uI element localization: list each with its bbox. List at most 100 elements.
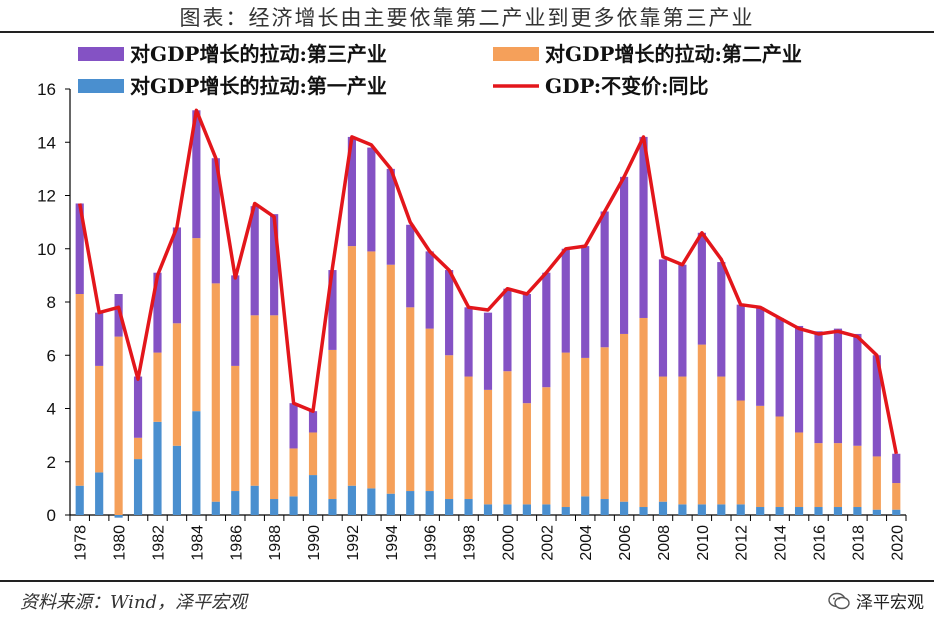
- bar-segment: [581, 496, 590, 515]
- y-tick-label: 2: [47, 453, 56, 472]
- bar-segment: [425, 251, 434, 329]
- gdp-line: [77, 108, 899, 455]
- bar-segment: [192, 110, 201, 239]
- bar-segment: [561, 352, 570, 508]
- bar-segment: [347, 136, 356, 247]
- bar-segment: [133, 376, 143, 438]
- x-tick-label: 1990: [306, 525, 323, 561]
- bar-segment: [231, 365, 240, 492]
- chart-canvas: 对GDP增长的拉动:第三产业 对GDP增长的拉动:第二产业对GDP增长的拉动:第一…: [37, 42, 907, 561]
- x-tick-label: 1994: [384, 525, 401, 561]
- bar-segment: [833, 507, 843, 515]
- x-tick-label: 2008: [656, 525, 673, 561]
- bar-segment: [270, 315, 279, 500]
- bar-segment: [328, 270, 337, 350]
- wechat-icon: [828, 592, 850, 609]
- bar-segment: [406, 307, 415, 492]
- watermark-text: 泽平宏观: [856, 593, 924, 613]
- bar-segment: [717, 376, 726, 505]
- bar-segment: [620, 176, 629, 334]
- y-tick-label: 10: [37, 240, 56, 259]
- bar-segment: [289, 496, 298, 515]
- bar-segment: [814, 443, 823, 508]
- bar-segment: [347, 485, 356, 515]
- bar-segment: [522, 294, 531, 404]
- bar-segment: [114, 294, 123, 337]
- bar-segment: [697, 344, 706, 505]
- bar-segment: [756, 507, 765, 515]
- bar-segment: [270, 499, 279, 515]
- bar-segment: [503, 371, 512, 505]
- bar-segment: [775, 507, 784, 515]
- bar-segment: [153, 272, 162, 353]
- bar-segment: [872, 509, 881, 515]
- bar-segment: [503, 504, 512, 515]
- bar-segment: [289, 448, 298, 497]
- bar-segment: [794, 507, 804, 515]
- bar-segment: [406, 224, 415, 308]
- source-note: 资料来源：Wind，泽平宏观: [20, 592, 248, 613]
- x-tick-label: 2014: [773, 525, 790, 561]
- bar-segment: [367, 251, 376, 489]
- bar-segment: [308, 411, 318, 433]
- bar-segment: [892, 453, 901, 484]
- bar-segment: [736, 504, 745, 515]
- bar-segment: [95, 312, 104, 366]
- bar-segment: [522, 504, 531, 515]
- bar-segment: [522, 403, 531, 505]
- bar-segment: [561, 248, 570, 353]
- y-tick-label: 6: [47, 346, 56, 365]
- bar-segment: [872, 456, 881, 510]
- bar-segment: [95, 365, 104, 473]
- x-tick-label: 2006: [617, 525, 634, 561]
- bar-segment: [114, 515, 123, 518]
- bar-segment: [425, 491, 434, 515]
- bar-segment: [192, 411, 201, 515]
- bar-segment: [678, 376, 687, 505]
- chart-title: 图表：经济增长由主要依靠第二产业到更多依靠第三产业: [179, 6, 755, 30]
- bar-segment: [620, 333, 629, 502]
- bar-segment: [678, 504, 687, 515]
- bar-segment: [231, 275, 240, 366]
- bar-segment: [250, 315, 259, 486]
- bar-segment: [697, 504, 706, 515]
- axes: 0 2 4 6 8 10 12 14 16 1978 1980 1982 1984 1986 1988 199…: [37, 80, 907, 561]
- y-tick-label: 12: [37, 187, 56, 206]
- bar-segment: [192, 238, 201, 412]
- bar-segment: [892, 509, 901, 515]
- legend-label: 对GDP增长的拉动:第三产业: [130, 42, 387, 66]
- bar-segment: [367, 147, 376, 252]
- bar-segment: [892, 483, 901, 510]
- bar-segment: [658, 501, 668, 515]
- x-tick-label: 1986: [228, 525, 245, 561]
- bar-segment: [503, 288, 512, 372]
- bar-segment: [289, 403, 298, 449]
- bar-segment: [756, 307, 765, 406]
- bar-segment: [600, 499, 609, 515]
- bar-segment: [75, 294, 84, 486]
- x-tick-label: 1984: [189, 525, 206, 561]
- bar-segment: [542, 504, 551, 515]
- bar-segment: [250, 206, 259, 316]
- bar-segment: [658, 376, 668, 502]
- bottom-rule: [0, 580, 934, 582]
- bar-segment: [386, 264, 395, 494]
- bar-segment: [639, 136, 648, 318]
- bar-segment: [172, 227, 182, 324]
- bar-segment: [833, 328, 843, 444]
- y-tick-label: 8: [47, 293, 56, 312]
- y-tick-label: 14: [37, 133, 56, 152]
- bar-segment: [445, 355, 454, 500]
- x-tick-label: 1982: [150, 525, 167, 561]
- bar-segment: [794, 432, 804, 508]
- bar-segment: [833, 443, 843, 508]
- bar-segment: [153, 421, 162, 515]
- bar-segment: [308, 432, 318, 476]
- x-tick-label: 1998: [462, 525, 479, 561]
- bar-segment: [717, 504, 726, 515]
- bar-segment: [814, 331, 823, 444]
- bar-segment: [347, 246, 356, 486]
- bar-segment: [639, 317, 648, 508]
- bar-segment: [814, 507, 823, 515]
- bar-segment: [95, 472, 104, 515]
